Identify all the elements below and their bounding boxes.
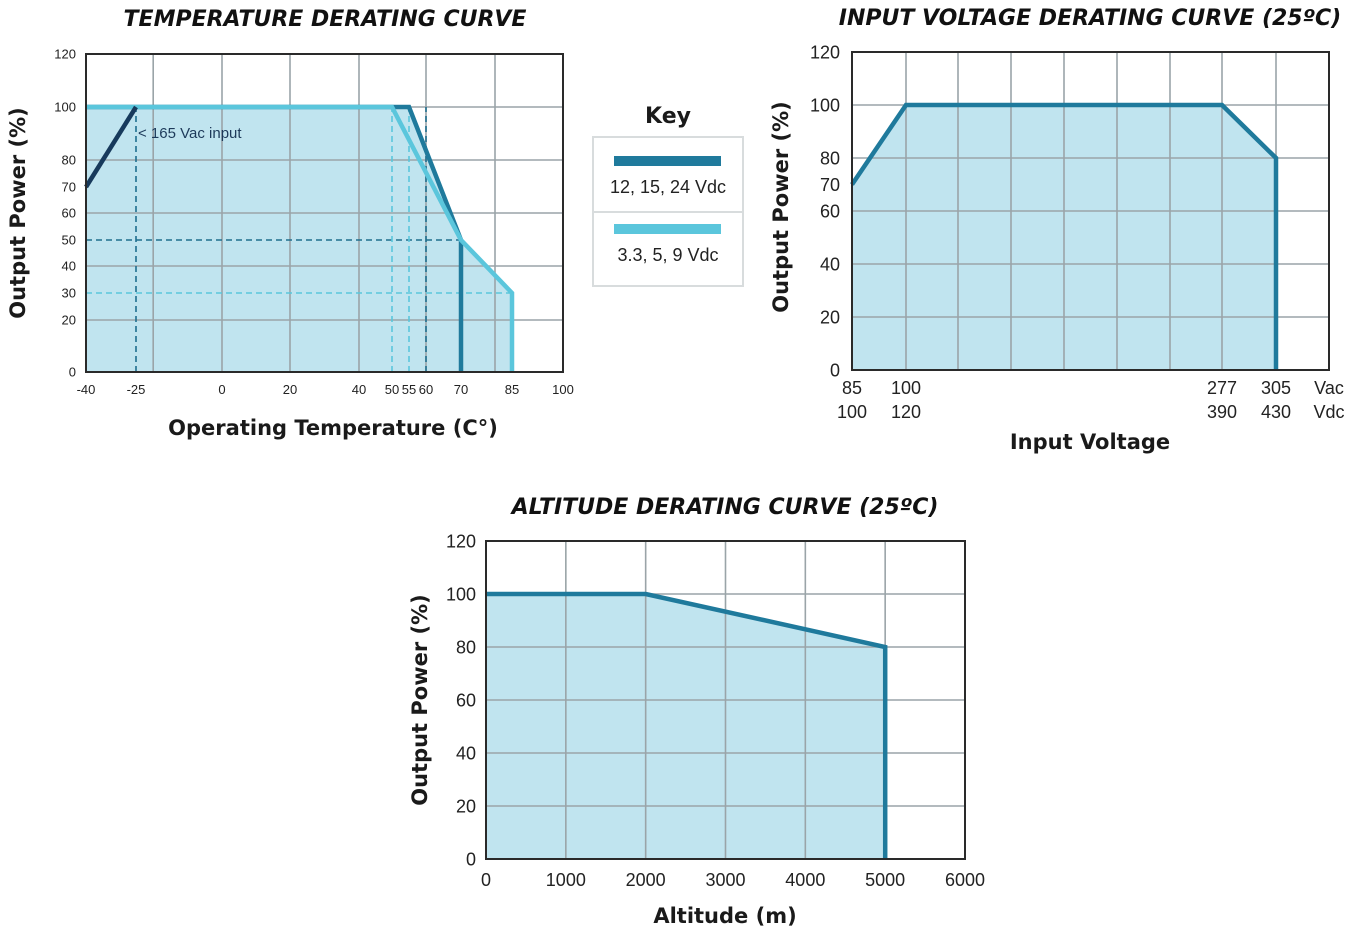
- volt-y-tick-label-70: 70: [820, 175, 840, 195]
- temperature-y-axis-label: Output Power (%): [6, 107, 30, 319]
- alt-y-tick-label-40: 40: [456, 743, 476, 763]
- temperature-chart-title: TEMPERATURE DERATING CURVE: [124, 7, 527, 32]
- temp-y-tick-label-0: 0: [69, 365, 76, 380]
- alt-x-tick-label-0: 0: [481, 870, 491, 890]
- key-label-3-5-9-vdc: 3.3, 5, 9 Vdc: [617, 245, 718, 265]
- alt-x-tick-label-6000: 6000: [945, 870, 985, 890]
- temp-x-tick-label-60: 60: [419, 382, 433, 397]
- input-voltage-derating-chart: INPUT VOLTAGE DERATING CURVE (25ºC) 85 10…: [769, 6, 1345, 454]
- volt-x-tick-vac-85: 85: [842, 378, 862, 398]
- temp-y-tick-label-40: 40: [62, 259, 76, 274]
- voltage-y-axis-label: Output Power (%): [769, 101, 793, 313]
- volt-y-tick-label-80: 80: [820, 148, 840, 168]
- altitude-chart-title: ALTITUDE DERATING CURVE (25ºC): [510, 495, 939, 520]
- volt-x-tick-vdc-vdc: Vdc: [1313, 402, 1344, 422]
- key-title: Key: [645, 104, 691, 129]
- temp-x-tick-label-40: -40: [77, 382, 96, 397]
- temp-y-tick-label-50: 50: [62, 233, 76, 248]
- volt-series-line-0: [850, 102, 1279, 370]
- alt-y-tick-label-100: 100: [446, 584, 476, 604]
- temp-y-tick-label-100: 100: [54, 100, 76, 115]
- temp-x-tick-label-40: 40: [352, 382, 366, 397]
- volt-y-tick-label-100: 100: [810, 95, 840, 115]
- temp-x-tick-label-50: 50: [385, 382, 399, 397]
- temp-y-tick-label-70: 70: [62, 180, 76, 195]
- temp-x-tick-label-100: 100: [552, 382, 574, 397]
- alt-x-tick-label-1000: 1000: [546, 870, 586, 890]
- alt-y-tick-label-60: 60: [456, 690, 476, 710]
- volt-x-tick-vac-277: 277: [1207, 378, 1237, 398]
- volt-y-tick-label-20: 20: [820, 307, 840, 327]
- low-input-annotation: < 165 Vac input: [138, 125, 242, 142]
- key-swatch-12-15-24-vdc: [614, 156, 721, 166]
- volt-x-tick-vac-vac: Vac: [1314, 378, 1344, 398]
- temp-x-tick-label-0: 0: [218, 382, 225, 397]
- key-label-12-15-24-vdc: 12, 15, 24 Vdc: [610, 177, 726, 197]
- temp-plot-frame: [85, 53, 564, 373]
- alt-series-line-0: [486, 591, 888, 859]
- alt-y-tick-label-80: 80: [456, 637, 476, 657]
- altitude-x-axis-label: Altitude (m): [653, 904, 796, 928]
- alt-y-tick-label-0: 0: [466, 849, 476, 869]
- temp-x-tick-label-20: 20: [283, 382, 297, 397]
- volt-x-tick-vdc-390: 390: [1207, 402, 1237, 422]
- temperature-derating-chart: TEMPERATURE DERATING CURVE -40 -25 0 20 40 50…: [6, 7, 574, 440]
- temp-series-line-3-3-5-9-vdc: [86, 104, 515, 372]
- alt-y-tick-label-20: 20: [456, 796, 476, 816]
- legend-key: Key 12, 15, 24 Vdc 3.3, 5, 9 Vdc: [592, 104, 744, 287]
- alt-plot-frame: [485, 540, 966, 860]
- volt-y-tick-label-60: 60: [820, 201, 840, 221]
- volt-y-tick-label-0: 0: [830, 360, 840, 380]
- volt-plot-frame: [851, 51, 1330, 371]
- temp-y-tick-label-80: 80: [62, 153, 76, 168]
- temperature-x-axis-label: Operating Temperature (C°): [168, 416, 498, 440]
- temp-y-tick-label-20: 20: [62, 313, 76, 328]
- volt-y-tick-label-120: 120: [810, 42, 840, 62]
- alt-x-tick-label-3000: 3000: [705, 870, 745, 890]
- volt-x-tick-vdc-430: 430: [1261, 402, 1291, 422]
- temp-y-tick-label-120: 120: [54, 47, 76, 62]
- volt-x-tick-vdc-120: 120: [891, 402, 921, 422]
- volt-y-tick-label-40: 40: [820, 254, 840, 274]
- alt-x-tick-label-5000: 5000: [865, 870, 905, 890]
- temp-series-line-165-vac-input: [84, 105, 138, 189]
- alt-y-tick-label-120: 120: [446, 531, 476, 551]
- altitude-derating-chart: ALTITUDE DERATING CURVE (25ºC) 0 1000 2000…: [408, 495, 985, 928]
- voltage-chart-title: INPUT VOLTAGE DERATING CURVE (25ºC): [839, 6, 1341, 31]
- temp-y-tick-label-30: 30: [62, 286, 76, 301]
- volt-x-tick-vdc-100: 100: [837, 402, 867, 422]
- temp-x-tick-label-85: 85: [505, 382, 519, 397]
- altitude-y-axis-label: Output Power (%): [408, 594, 432, 806]
- alt-area-fill: [486, 594, 886, 859]
- key-swatch-3-5-9-vdc: [614, 224, 721, 234]
- temp-x-tick-label-70: 70: [454, 382, 468, 397]
- temp-x-tick-label-25: -25: [127, 382, 146, 397]
- volt-x-tick-vac-305: 305: [1261, 378, 1291, 398]
- temp-y-tick-label-60: 60: [62, 206, 76, 221]
- alt-x-tick-label-4000: 4000: [785, 870, 825, 890]
- volt-x-tick-vac-100: 100: [891, 378, 921, 398]
- alt-x-tick-label-2000: 2000: [626, 870, 666, 890]
- voltage-x-axis-label: Input Voltage: [1010, 430, 1170, 454]
- temp-x-tick-label-55: 55: [402, 382, 416, 397]
